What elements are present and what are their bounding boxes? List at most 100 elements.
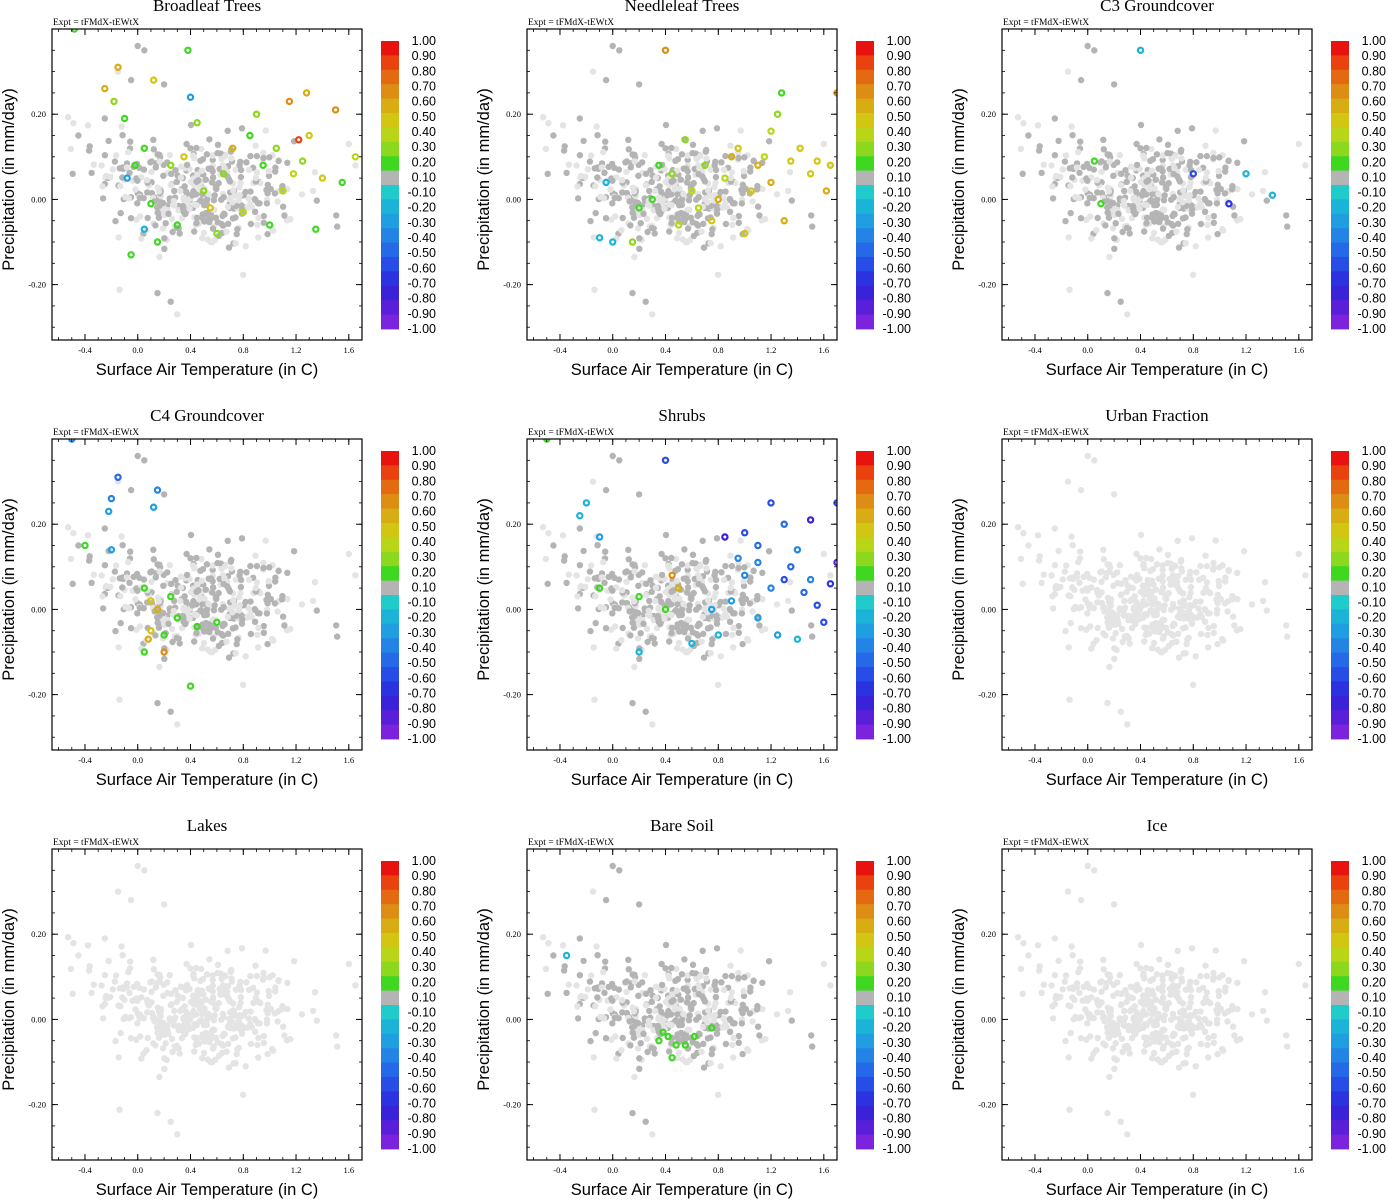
- background-point: [150, 146, 157, 153]
- colorbar-label: -0.40: [408, 231, 437, 245]
- background-point: [706, 1012, 713, 1019]
- colorbar-swatch: [856, 976, 874, 991]
- colorbar-swatch: [856, 623, 874, 639]
- background-point: [1084, 200, 1091, 207]
- background-point: [1141, 638, 1148, 645]
- background-point: [174, 311, 181, 318]
- colorbar-swatch: [381, 523, 399, 538]
- data-point: [793, 546, 802, 554]
- background-point: [693, 220, 700, 228]
- background-point: [739, 1050, 746, 1058]
- background-point: [1123, 588, 1131, 595]
- background-point: [1129, 205, 1137, 212]
- background-point: [1179, 625, 1187, 632]
- background-point: [602, 138, 609, 145]
- background-point: [1014, 934, 1022, 941]
- data-point: [228, 144, 237, 152]
- background-point: [1202, 142, 1209, 149]
- background-point: [738, 1020, 746, 1027]
- background-point: [759, 569, 766, 576]
- colorbar-label: -0.90: [883, 307, 912, 321]
- background-point: [199, 214, 206, 222]
- background-point: [247, 152, 254, 160]
- background-point: [154, 1109, 161, 1117]
- y-tick-label: -0.20: [28, 280, 46, 290]
- background-point: [753, 1006, 761, 1013]
- colorbar-label: 1.00: [887, 854, 911, 868]
- background-point: [688, 593, 695, 600]
- data-point: [833, 558, 837, 567]
- background-point: [754, 1023, 762, 1030]
- background-point: [722, 562, 729, 570]
- background-point: [1143, 144, 1150, 152]
- panel-title: Broadleaf Trees: [153, 0, 261, 15]
- colorbar-swatch: [856, 98, 874, 114]
- background-point: [1127, 174, 1135, 181]
- background-point: [746, 1010, 754, 1017]
- background-point: [1051, 115, 1059, 122]
- colorbar-label: -0.30: [408, 626, 437, 640]
- background-point: [1116, 562, 1124, 569]
- background-point: [680, 165, 687, 172]
- background-point: [205, 985, 212, 992]
- data-point: [153, 605, 162, 614]
- background-point: [333, 622, 340, 629]
- colorbar-label: -0.50: [1358, 246, 1387, 260]
- background-point: [1222, 168, 1229, 175]
- background-point: [284, 979, 291, 986]
- background-point: [225, 630, 232, 637]
- background-point: [181, 606, 188, 614]
- data-point: [1189, 170, 1198, 178]
- data-point: [668, 170, 676, 178]
- background-point: [545, 120, 552, 127]
- colorbar-swatch: [1331, 695, 1349, 711]
- background-point: [141, 867, 148, 874]
- background-point: [674, 566, 682, 573]
- background-point: [651, 640, 658, 647]
- background-point: [99, 195, 107, 202]
- data-point: [173, 614, 181, 622]
- colorbar-swatch: [1331, 228, 1349, 243]
- background-point: [1110, 582, 1117, 589]
- background-point: [1112, 220, 1119, 227]
- background-point: [229, 609, 236, 616]
- background-point: [612, 1033, 619, 1040]
- background-point: [134, 997, 141, 1004]
- background-point: [707, 240, 714, 247]
- background-point: [105, 957, 112, 965]
- colorbar-label: 0.30: [887, 550, 911, 564]
- background-point: [1202, 552, 1209, 559]
- background-point: [1140, 562, 1147, 569]
- background-point: [117, 1029, 124, 1037]
- background-point: [107, 173, 114, 181]
- background-point: [1182, 166, 1190, 173]
- background-point: [1093, 176, 1101, 184]
- background-point: [193, 588, 200, 595]
- background-point: [713, 945, 721, 952]
- background-point: [171, 1007, 178, 1015]
- background-point: [686, 1012, 693, 1019]
- data-point: [153, 238, 162, 246]
- background-point: [784, 597, 792, 605]
- background-point: [700, 1040, 707, 1048]
- background-point: [199, 1055, 206, 1062]
- background-point: [172, 577, 179, 584]
- background-point: [1155, 190, 1162, 198]
- data-point: [826, 161, 835, 169]
- background-point: [134, 587, 141, 594]
- background-point: [636, 1065, 643, 1073]
- background-point: [1098, 189, 1106, 197]
- background-point: [573, 572, 580, 579]
- background-point: [101, 525, 109, 532]
- background-point: [1188, 535, 1196, 542]
- background-point: [224, 127, 231, 134]
- background-point: [1077, 625, 1085, 632]
- background-point: [211, 192, 218, 199]
- colorbar-label: -0.40: [1358, 231, 1387, 245]
- background-point: [150, 546, 157, 553]
- background-point: [269, 1045, 276, 1053]
- background-point: [1203, 579, 1211, 586]
- background-point: [707, 166, 714, 173]
- background-point: [265, 987, 272, 995]
- background-point: [703, 155, 710, 162]
